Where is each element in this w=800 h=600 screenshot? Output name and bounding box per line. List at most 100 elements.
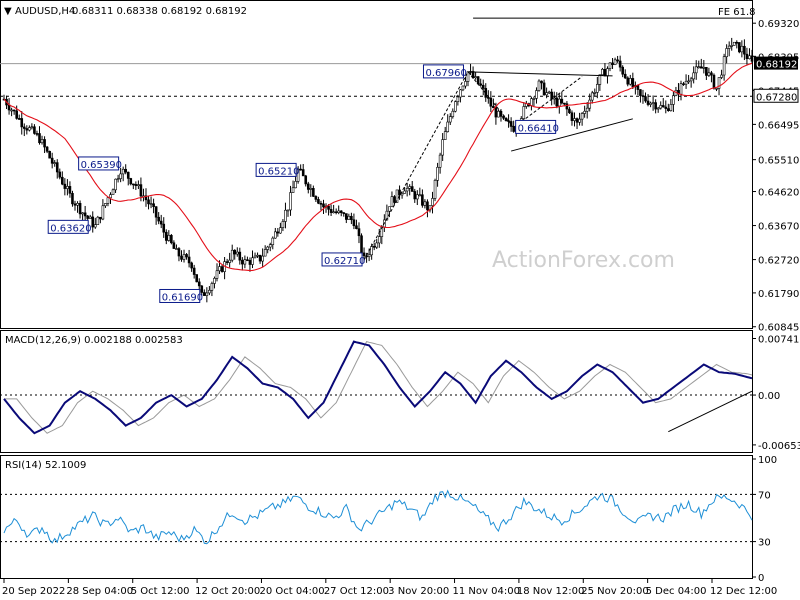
candle-body bbox=[590, 92, 594, 101]
macd-series bbox=[3, 340, 753, 435]
triangle-upper-line bbox=[467, 71, 613, 77]
candle-body bbox=[370, 246, 373, 256]
candle-body bbox=[134, 184, 138, 186]
candle-body bbox=[253, 255, 257, 259]
candle-body bbox=[241, 259, 244, 265]
candle-body bbox=[593, 92, 597, 94]
candle-body bbox=[552, 97, 556, 100]
candle-body bbox=[410, 186, 414, 192]
trendlines bbox=[363, 71, 633, 261]
candle-body bbox=[274, 231, 277, 239]
candle-body bbox=[476, 76, 480, 85]
candle-body bbox=[398, 189, 401, 196]
y-tick-label: 0.69320 bbox=[758, 19, 799, 30]
candle-body bbox=[119, 173, 122, 179]
candle-body bbox=[256, 254, 259, 257]
candle-body bbox=[114, 178, 117, 191]
candle-body bbox=[137, 184, 140, 186]
candle-body bbox=[694, 66, 698, 74]
candle-body bbox=[30, 126, 34, 129]
candle-body bbox=[225, 261, 229, 263]
candle-body bbox=[86, 215, 89, 219]
candle-body bbox=[613, 59, 617, 65]
candle-body bbox=[421, 194, 424, 206]
candle-body bbox=[301, 169, 305, 177]
candle-body bbox=[93, 224, 97, 228]
moving-average-line bbox=[3, 62, 753, 272]
price-annotation-label: 0.65210 bbox=[258, 166, 299, 177]
candlestick-series bbox=[2, 37, 754, 303]
candle-body bbox=[667, 108, 670, 111]
x-tick-label: 27 Oct 12:00 bbox=[324, 586, 389, 597]
candle-body bbox=[540, 80, 543, 84]
candle-body bbox=[730, 45, 734, 47]
candle-body bbox=[743, 45, 746, 55]
candle-body bbox=[350, 215, 353, 221]
candle-body bbox=[646, 100, 650, 105]
x-tick-label: 3 Nov 20:00 bbox=[388, 586, 449, 597]
candle-body bbox=[185, 254, 188, 258]
collapse-triangle-icon[interactable]: ▼ bbox=[4, 6, 12, 17]
candle-body bbox=[233, 249, 237, 255]
candle-body bbox=[144, 195, 148, 201]
price-annotation-box bbox=[78, 156, 120, 171]
candle-body bbox=[596, 84, 599, 93]
candle-body bbox=[322, 203, 325, 208]
candle-body bbox=[522, 106, 526, 119]
x-tick-label: 5 Oct 12:00 bbox=[131, 586, 190, 597]
x-tick-label: 25 Nov 20:00 bbox=[581, 586, 648, 597]
price-panel-frame bbox=[0, 0, 753, 329]
candle-body bbox=[502, 116, 505, 119]
candle-body bbox=[149, 203, 153, 205]
candle-body bbox=[547, 91, 551, 94]
candle-body bbox=[268, 244, 272, 248]
candle-body bbox=[416, 194, 419, 200]
candle-body bbox=[195, 274, 199, 283]
candle-body bbox=[616, 59, 619, 62]
candle-body bbox=[319, 202, 323, 205]
candle-body bbox=[489, 97, 493, 107]
candle-body bbox=[28, 127, 31, 131]
candle-body bbox=[126, 171, 130, 179]
candle-body bbox=[507, 120, 510, 122]
candle-body bbox=[347, 215, 351, 220]
candle-body bbox=[707, 72, 711, 76]
candle-body bbox=[182, 254, 186, 260]
candle-body bbox=[641, 95, 645, 97]
candle-body bbox=[258, 254, 262, 262]
candle-body bbox=[355, 225, 358, 229]
macd-tick-label: -0.006532 bbox=[758, 441, 800, 452]
rsi-axis: 100 70 30 0 bbox=[0, 455, 777, 584]
candle-body bbox=[631, 78, 635, 88]
candle-body bbox=[446, 121, 450, 132]
y-tick-label: 0.60845 bbox=[758, 323, 799, 334]
candle-body bbox=[152, 203, 155, 207]
candle-body bbox=[474, 76, 477, 79]
candle-body bbox=[669, 104, 673, 111]
candle-body bbox=[53, 162, 57, 164]
rsi-series bbox=[3, 489, 753, 545]
candle-body bbox=[732, 41, 736, 46]
candle-body bbox=[560, 98, 564, 104]
candle-body bbox=[76, 203, 79, 206]
candle-body bbox=[575, 118, 579, 123]
candle-body bbox=[190, 262, 193, 269]
candle-body bbox=[433, 180, 437, 199]
candle-body bbox=[339, 210, 343, 213]
candle-body bbox=[10, 109, 13, 112]
candle-body bbox=[159, 220, 163, 225]
candle-body bbox=[294, 181, 297, 189]
level-price-box bbox=[753, 88, 799, 103]
candle-body bbox=[568, 108, 571, 114]
candle-body bbox=[17, 118, 21, 120]
candle-body bbox=[745, 53, 749, 60]
wave-dashed-line-1 bbox=[363, 71, 469, 261]
candle-body bbox=[603, 68, 607, 77]
candle-body bbox=[261, 255, 264, 262]
candle-body bbox=[512, 126, 515, 132]
candle-body bbox=[35, 133, 39, 135]
candle-body bbox=[672, 95, 675, 105]
y-tick-label: 0.63670 bbox=[758, 222, 799, 233]
rsi-tick-label: 0 bbox=[758, 573, 764, 584]
